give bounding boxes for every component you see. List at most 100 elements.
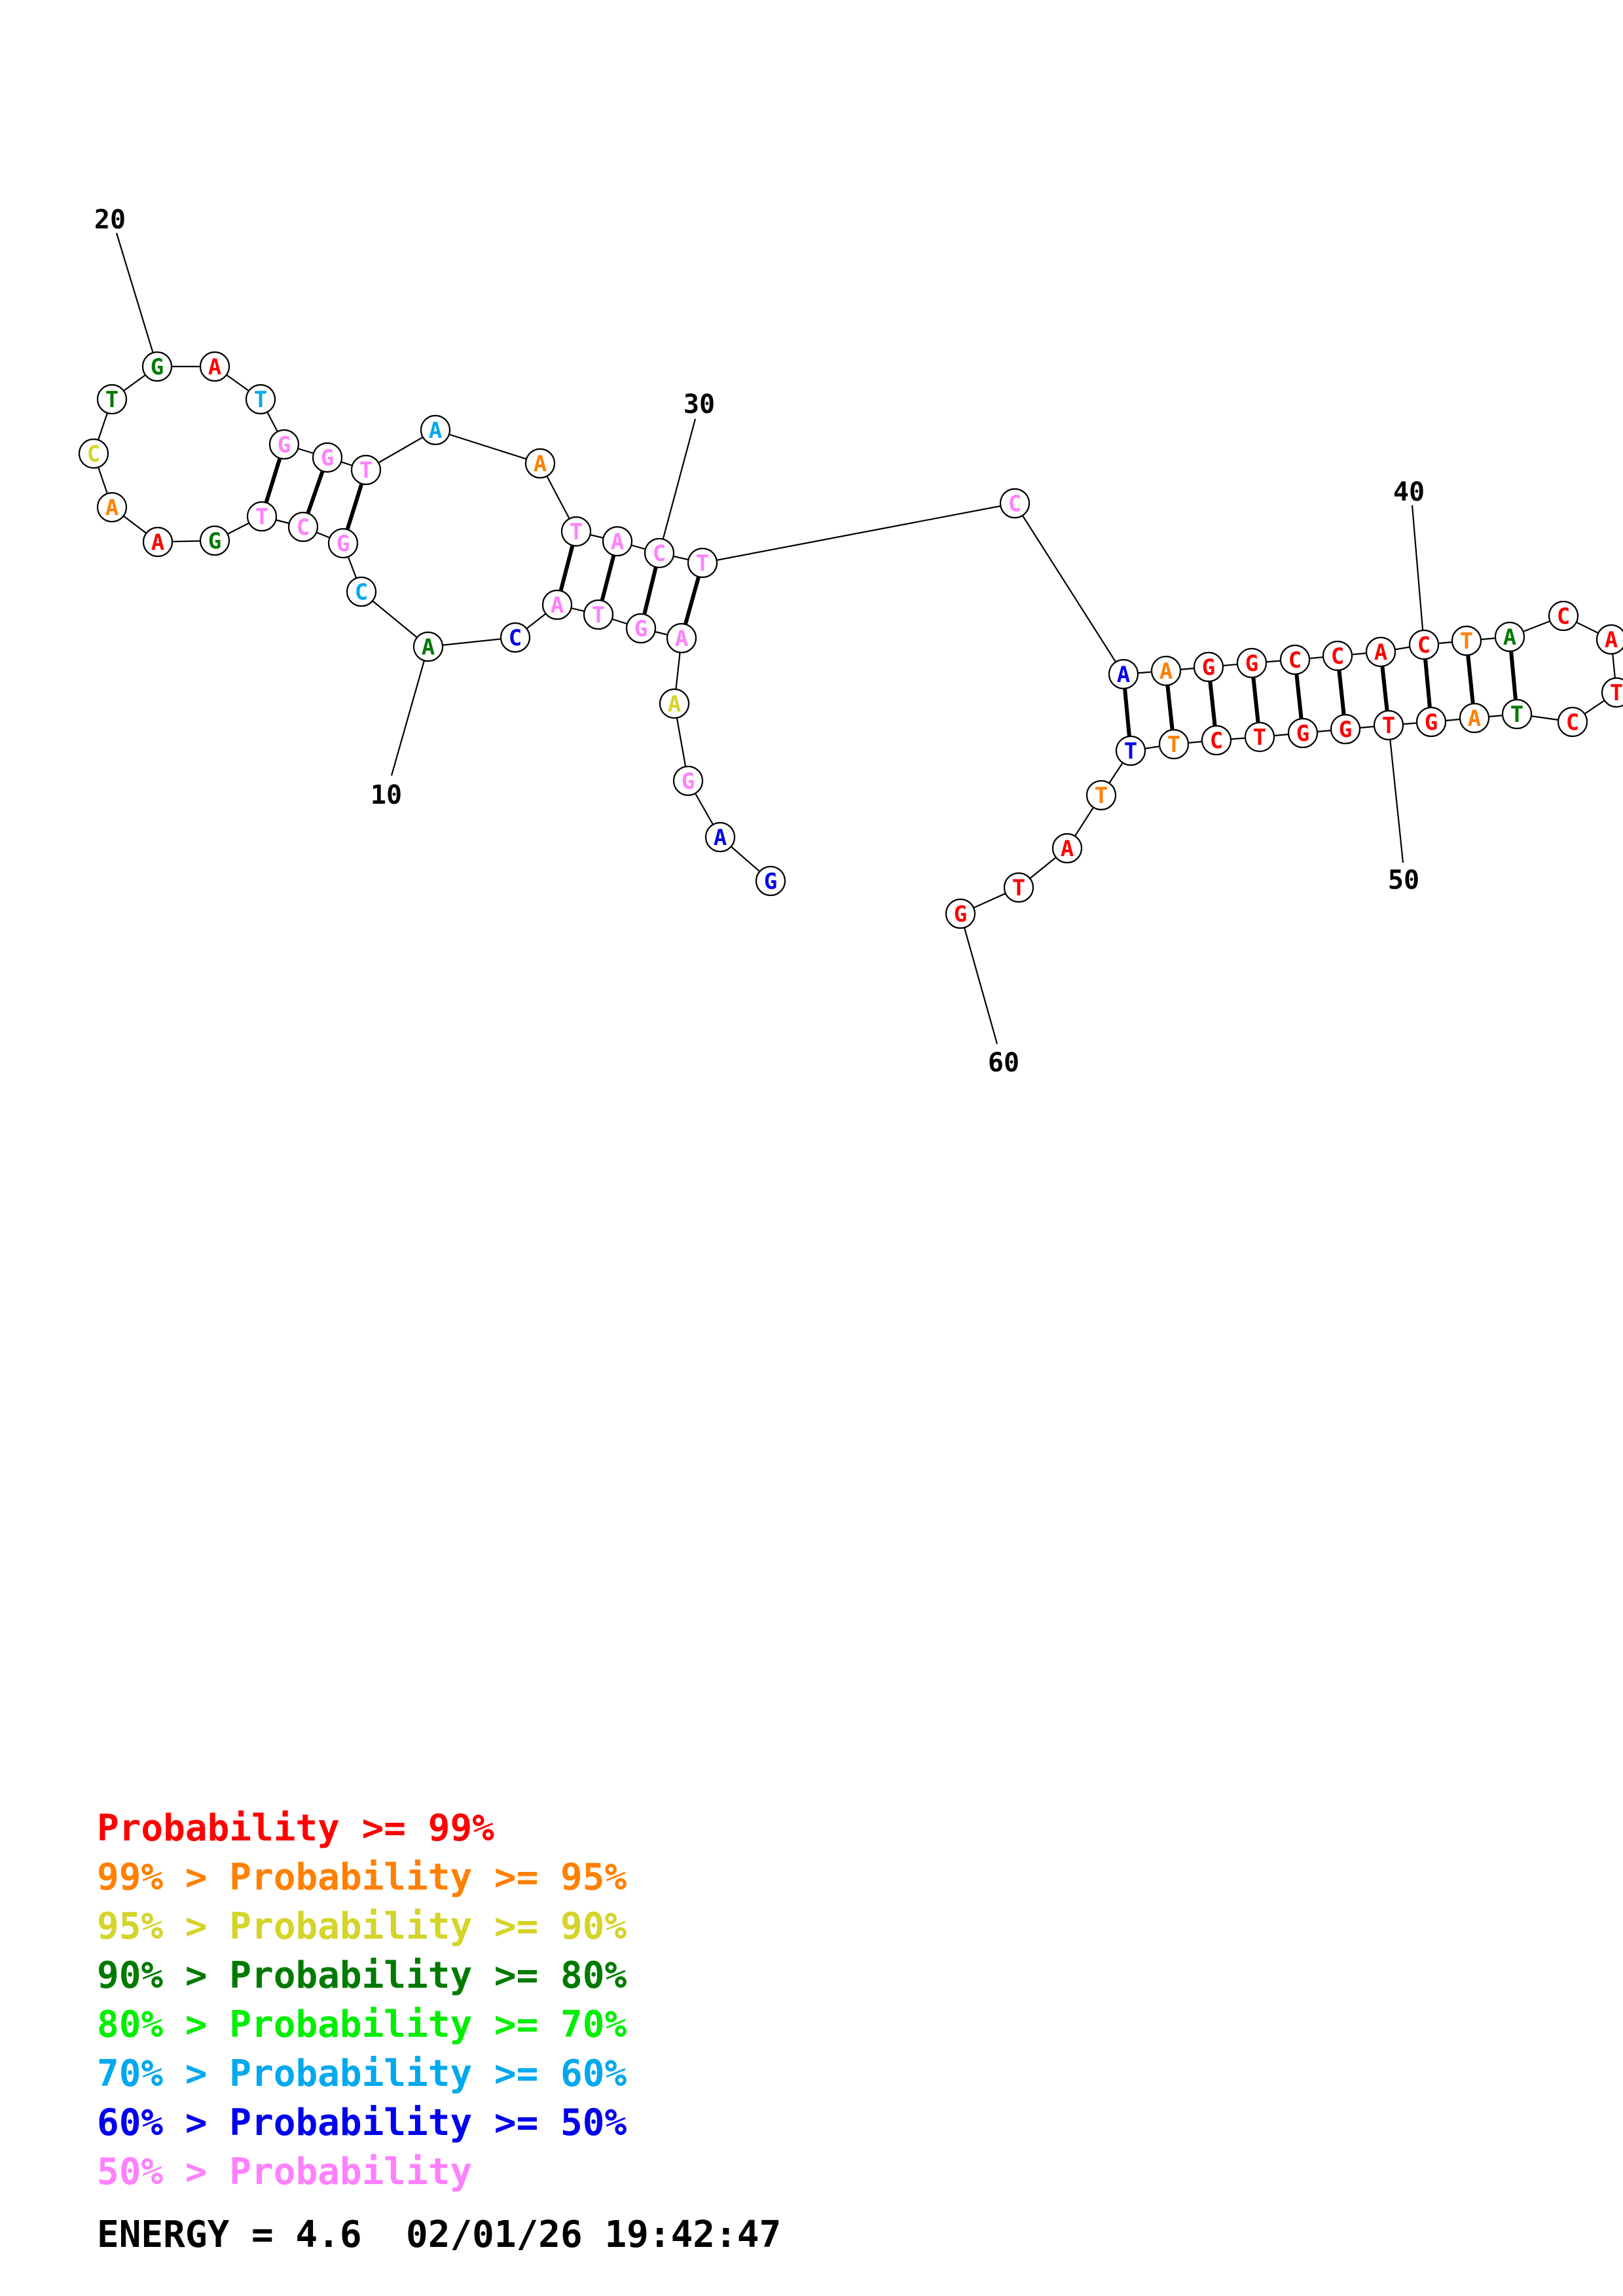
- nucleotide-letter: C: [87, 441, 100, 467]
- base-pair-bond: [1208, 681, 1217, 726]
- nucleotide: C: [1408, 629, 1440, 660]
- nucleotide: T: [583, 599, 614, 630]
- nucleotide: C: [78, 438, 109, 469]
- nucleotide: G: [1193, 651, 1224, 683]
- nucleotide-letter: A: [151, 529, 164, 556]
- nucleotide-letter: T: [1012, 875, 1025, 901]
- nucleotide: T: [1601, 677, 1623, 708]
- nucleotide-circle: [1085, 780, 1117, 811]
- nucleotide-letter: C: [1331, 643, 1344, 670]
- nucleotide-circle: [412, 631, 444, 662]
- backbone-segment: [1014, 503, 1124, 675]
- nucleotide: G: [625, 613, 657, 644]
- nucleotide-circle: [1451, 625, 1482, 656]
- nucleotide-circle: [1330, 713, 1361, 745]
- legend-prefix: 50% >: [97, 2151, 229, 2193]
- nucleotide-letter: T: [570, 519, 583, 545]
- legend-line-2: 99% > Probability >= 95%: [97, 1856, 627, 1899]
- nucleotide: A: [420, 414, 451, 446]
- nucleotide: A: [541, 589, 573, 620]
- nucleotide: C: [1279, 644, 1311, 675]
- nucleotide-letter: G: [1245, 651, 1258, 677]
- nucleotide: T: [1373, 709, 1404, 741]
- nucleotide: A: [1150, 655, 1182, 687]
- nucleotide-circle: [644, 537, 675, 569]
- position-tick: [662, 418, 697, 540]
- nucleotide-circle: [999, 488, 1030, 519]
- legend-text: Probability >= 90%: [229, 1905, 627, 1948]
- nucleotide-letter: C: [1288, 647, 1302, 673]
- base-pair-bond: [264, 457, 282, 503]
- probability-legend: Probability >= 99% 99% > Probability >= …: [97, 1807, 627, 2193]
- base-pair-bond: [1165, 685, 1175, 730]
- nucleotide: A: [412, 631, 444, 662]
- legend-prefix: 90% >: [97, 1954, 229, 1997]
- nucleotide-letter: C: [297, 514, 310, 541]
- position-tick: [963, 927, 998, 1045]
- nucleotide: T: [1085, 780, 1117, 811]
- nucleotide-circle: [666, 622, 697, 654]
- base-pair-bond: [1123, 688, 1131, 737]
- nucleotide-letter: C: [1210, 728, 1223, 754]
- nucleotide: A: [659, 688, 690, 719]
- nucleotide-letter: G: [337, 531, 350, 557]
- nucleotide-letter: A: [1503, 624, 1516, 651]
- nucleotide-circle: [1287, 717, 1319, 749]
- nucleotide-circle: [500, 622, 531, 653]
- nucleotide-letter: C: [509, 625, 522, 651]
- position-tick: [1411, 505, 1424, 631]
- nucleotide-circle: [524, 448, 556, 479]
- nucleotide: G: [312, 442, 343, 473]
- nucleotide-letter: G: [1425, 709, 1438, 736]
- nucleotide-circle: [1373, 709, 1404, 741]
- nucleotide-letter: T: [1382, 713, 1395, 739]
- nucleotide-circle: [1108, 658, 1139, 690]
- nucleotide-circle: [420, 414, 451, 446]
- nucleotide-circle: [350, 454, 382, 486]
- nucleotide-circle: [287, 511, 319, 543]
- nucleotide-letter: G: [682, 768, 695, 795]
- legend-prefix: 99% >: [97, 1856, 229, 1899]
- nucleotide-letter: A: [668, 691, 681, 717]
- nucleotide-letter: G: [208, 528, 221, 554]
- nucleotide: C: [644, 537, 675, 569]
- nucleotide-circle: [1459, 702, 1490, 734]
- base-pair-bond: [1466, 655, 1475, 704]
- nucleotide-circle: [1415, 706, 1447, 738]
- nucleotide: C: [346, 576, 377, 607]
- nucleotide-circle: [672, 765, 704, 797]
- nucleotide-letter: T: [1460, 628, 1473, 655]
- position-label: 50: [1388, 865, 1419, 895]
- nucleotide-letter: A: [1374, 639, 1387, 666]
- legend-text: Probability >= 70%: [229, 2003, 627, 2046]
- backbone-segment: [702, 502, 1015, 564]
- nucleotide-letter: A: [1159, 658, 1173, 685]
- nucleotide-letter: C: [1557, 603, 1570, 630]
- nucleotide-letter: A: [105, 495, 119, 521]
- nucleotide-letter: G: [1202, 655, 1215, 681]
- nucleotide-circle: [199, 351, 230, 382]
- nucleotide-letter: G: [954, 901, 967, 927]
- nucleotide-letter: T: [1510, 702, 1523, 728]
- nucleotide-letter: A: [1061, 836, 1074, 862]
- position-label: 60: [988, 1048, 1019, 1078]
- position-label: 20: [94, 205, 126, 235]
- nucleotide-circle: [625, 613, 657, 644]
- nucleotide: G: [141, 351, 173, 382]
- nucleotide-letter: C: [1008, 491, 1021, 517]
- energy-timestamp: ENERGY = 4.6 02/01/26 19:42:47: [97, 2214, 781, 2256]
- nucleotide-letter: G: [634, 616, 647, 642]
- nucleotide-circle: [1158, 728, 1190, 760]
- nucleotide-circle: [704, 821, 736, 853]
- legend-text: Probability: [229, 2151, 472, 2193]
- nucleotide: G: [1330, 713, 1361, 745]
- nucleotide-letter: T: [105, 387, 119, 413]
- legend-prefix: 60% >: [97, 2102, 229, 2144]
- nucleotide-letter: T: [1167, 732, 1180, 758]
- nucleotide: A: [666, 622, 697, 654]
- nucleotide: C: [1557, 706, 1588, 738]
- nucleotide-circle: [1279, 644, 1311, 675]
- legend-line-5: 80% > Probability >= 70%: [97, 2003, 627, 2046]
- nucleotide-circle: [96, 384, 128, 415]
